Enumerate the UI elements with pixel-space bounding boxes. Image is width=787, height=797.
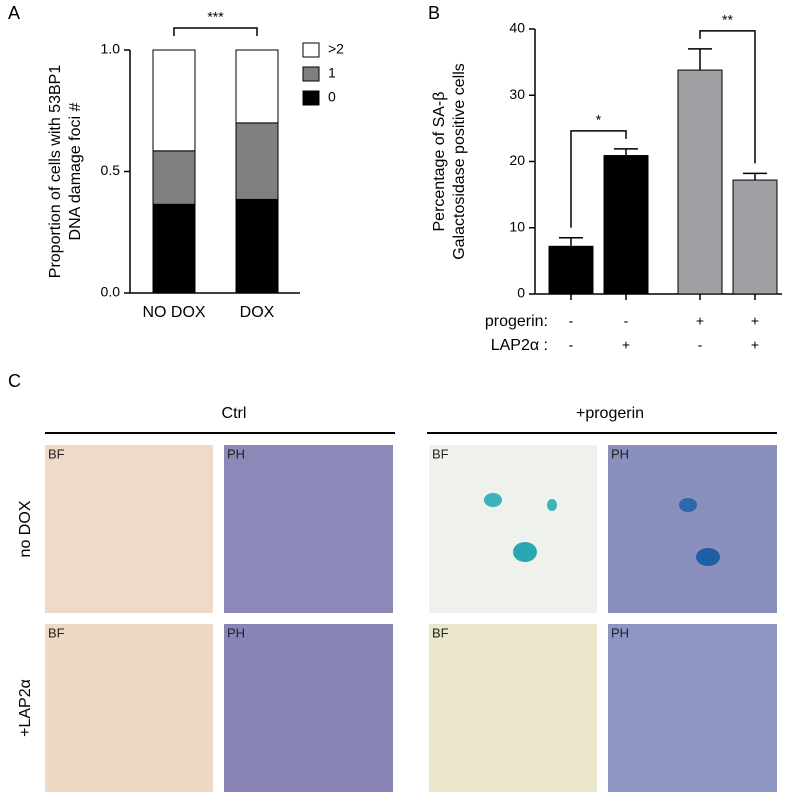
condition-label: LAP2α : (491, 337, 548, 354)
y-axis-label: Percentage of SA-β (431, 92, 448, 232)
image-ph (224, 445, 393, 613)
group-label: +progerin (576, 405, 644, 422)
y-tick-label: 10 (509, 218, 525, 234)
bar (732, 179, 778, 295)
legend-label: 1 (328, 65, 336, 81)
y-axis-label: DNA damage foci # (67, 102, 84, 240)
image-bf (45, 624, 213, 792)
condition-sign: - (569, 337, 574, 353)
error-bar (614, 148, 638, 156)
error-bar (688, 48, 712, 71)
group-label: Ctrl (222, 405, 247, 422)
y-tick-label: 0.0 (101, 284, 121, 300)
image-bf (429, 624, 597, 792)
image-bf (429, 445, 597, 613)
condition-sign: - (569, 313, 574, 329)
legend-label: 0 (328, 89, 336, 105)
x-tick-label: NO DOX (142, 304, 205, 321)
bar-segment (235, 122, 279, 200)
stain (679, 498, 697, 512)
condition-sign: + (696, 313, 704, 329)
image-ph (224, 624, 393, 792)
x-tick-label: DOX (240, 304, 275, 321)
sig-label: * (596, 112, 602, 128)
image-label: PH (611, 446, 629, 461)
bar (548, 245, 594, 295)
y-axis-label: Galactosidase positive cells (451, 63, 468, 260)
image-ph (608, 624, 777, 792)
image-label: PH (611, 625, 629, 640)
sig-bracket (699, 30, 756, 164)
stain (696, 548, 720, 566)
y-tick-label: 0.5 (101, 162, 121, 178)
stain (547, 499, 557, 511)
row-label: no DOX (17, 500, 34, 557)
condition-sign: - (698, 337, 703, 353)
image-ph (608, 445, 777, 613)
y-tick-label: 1.0 (101, 41, 121, 57)
condition-sign: + (751, 337, 759, 353)
condition-sign: - (624, 313, 629, 329)
bar-segment (152, 203, 196, 294)
legend-swatch (302, 66, 320, 82)
legend-swatch (302, 42, 320, 58)
condition-sign: + (622, 337, 630, 353)
bar-segment (152, 150, 196, 205)
row-label: +LAP2α (17, 679, 34, 737)
y-tick-label: 30 (509, 86, 525, 102)
bar (603, 155, 649, 295)
panel-label: B (428, 3, 440, 23)
stain (513, 542, 537, 562)
panel-label: C (8, 371, 21, 391)
panel-label: A (8, 3, 20, 23)
condition-label: progerin: (485, 313, 548, 330)
error-bar (743, 172, 767, 181)
image-label: PH (227, 446, 245, 461)
y-axis-label: Proportion of cells with 53BP1 (47, 65, 64, 279)
image-label: BF (432, 446, 449, 461)
legend-label: >2 (328, 41, 344, 57)
bar-segment (235, 198, 279, 294)
y-tick-label: 20 (509, 152, 525, 168)
sig-label: ** (722, 12, 733, 28)
y-tick-label: 0 (517, 285, 525, 301)
micrographs (45, 445, 777, 792)
condition-sign: + (751, 313, 759, 329)
image-label: PH (227, 625, 245, 640)
error-bar (559, 236, 583, 247)
image-label: BF (432, 625, 449, 640)
bar-segment (235, 49, 279, 124)
bar (677, 69, 723, 295)
sig-label: *** (207, 9, 224, 25)
sig-bracket (173, 27, 258, 36)
image-bf (45, 445, 213, 613)
y-tick-label: 40 (509, 20, 525, 36)
legend-swatch (302, 90, 320, 106)
sig-bracket (570, 130, 627, 228)
bar-segment (152, 49, 196, 152)
image-label: BF (48, 625, 65, 640)
image-label: BF (48, 446, 65, 461)
stain (484, 493, 502, 507)
